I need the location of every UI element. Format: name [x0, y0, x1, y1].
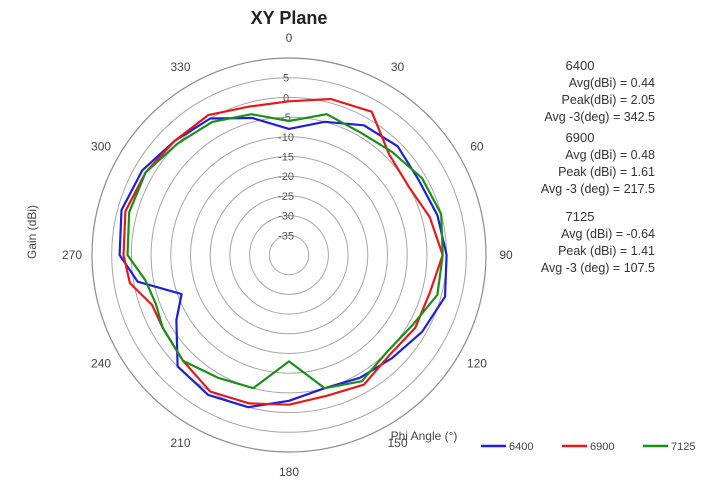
- angle-tick-label: 150: [387, 436, 407, 450]
- r-tick-label: -20: [278, 171, 294, 183]
- grid-ring: [229, 195, 349, 315]
- stats-panel: 6400 Avg(dBi) = 0.44 Peak(dBi) = 2.05 Avg -…: [541, 58, 655, 275]
- angle-tick-label: 330: [170, 60, 190, 74]
- grid-ring: [130, 96, 448, 414]
- r-tick-label: -15: [278, 152, 294, 164]
- r-tick-label: -5: [281, 112, 291, 124]
- grid-ring: [209, 175, 369, 335]
- grid-ring: [111, 77, 467, 433]
- angle-tick-label: 210: [170, 436, 190, 450]
- legend-label: 6900: [590, 441, 614, 453]
- angle-tick-label: 0: [286, 31, 293, 45]
- grid-ring: [91, 57, 487, 453]
- angle-tick-label: 30: [391, 60, 405, 74]
- r-tick-label: 0: [283, 92, 289, 104]
- angle-tick-label: 180: [279, 465, 299, 479]
- series-line-7125: [126, 113, 444, 390]
- grid-ring: [190, 156, 388, 354]
- theta-axis-label: Phi Angle (°): [391, 429, 458, 443]
- stats-line: Avg -3 (deg) = 107.5: [541, 261, 655, 275]
- legend-label: 6400: [509, 441, 533, 453]
- stats-line: Peak(dBi) = 2.05: [562, 93, 656, 107]
- stats-frequency: 7125: [566, 209, 595, 224]
- angle-tick-label: 120: [467, 357, 487, 371]
- r-axis-label: Gain (dBi): [25, 205, 39, 259]
- stats-line: Avg -3(deg) = 342.5: [544, 110, 655, 124]
- r-tick-label: -25: [278, 191, 294, 203]
- r-tick-label: -10: [278, 132, 294, 144]
- r-tick-label: -35: [278, 230, 294, 242]
- stats-frequency: 6400: [566, 58, 595, 73]
- angle-tick-labels: 0 30 60 90 120 150 180 210 240 270 300 330: [62, 31, 513, 479]
- angle-tick-label: 240: [91, 357, 111, 371]
- stats-line: Avg(dBi) = 0.44: [569, 76, 655, 90]
- stats-line: Avg (dBi) = -0.64: [561, 227, 655, 241]
- series-lines: [118, 97, 448, 409]
- r-tick-label: -30: [278, 211, 294, 223]
- r-tick-label: 5: [283, 73, 289, 85]
- grid-ring: [249, 215, 329, 295]
- angle-tick-label: 270: [62, 248, 82, 262]
- angle-tick-label: 60: [470, 140, 484, 154]
- radial-tick-labels: 5 0 -5 -10 -15 -20 -25 -30 -35: [278, 73, 294, 243]
- angle-tick-label: 300: [91, 140, 111, 154]
- stats-line: Avg (dBi) = 0.48: [565, 148, 655, 162]
- legend: 6400 6900 7125: [481, 441, 695, 453]
- stats-line: Peak (dBi) = 1.41: [558, 244, 655, 258]
- legend-label: 7125: [671, 441, 695, 453]
- stats-line: Avg -3 (deg) = 217.5: [541, 182, 655, 196]
- grid-ring: [150, 116, 428, 394]
- stats-frequency: 6900: [566, 130, 595, 145]
- chart-title: XY Plane: [251, 8, 328, 28]
- grid-ring: [170, 136, 408, 374]
- angle-tick-label: 90: [499, 248, 513, 262]
- grid-ring: [268, 234, 310, 276]
- stats-line: Peak (dBi) = 1.61: [558, 165, 655, 179]
